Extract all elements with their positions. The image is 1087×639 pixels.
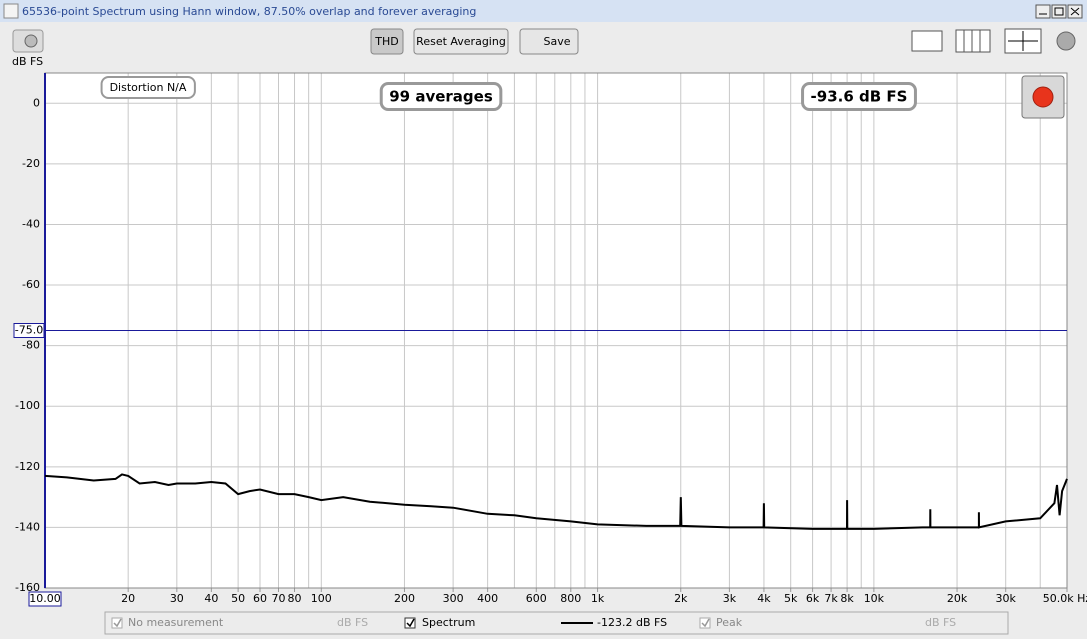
legend: No measurement dB FS Spectrum -123.2 dB FS P… [111,616,956,629]
cursor-y-label: -75.0 [15,324,43,337]
toolbar-button-label: THD [374,35,398,48]
toolbar-button[interactable] [519,28,579,55]
plot: 0 -20 -40 -60 -80 -100 -120 -140 -160 20 30 40 50 60 7… [13,72,1087,607]
window-title: 65536-point Spectrum using Hann window, … [22,5,476,18]
x-tick-label: 4k [757,592,771,605]
settings-icon[interactable] [1056,31,1076,51]
icon-fit[interactable] [911,30,943,52]
x-tick-label: 50.0k Hz [1043,592,1087,605]
y-tick-label: -160 [15,581,40,594]
annotation-box [379,82,503,111]
spectrum-line [44,473,1068,530]
toolbar-button-label: Reset Averaging [416,35,506,48]
x-tick-label: 400 [477,592,498,605]
legend-item: No measurement [128,616,224,629]
y-tick-label: -140 [15,520,40,533]
toolbar: THD Reset Averaging Save [370,28,579,55]
window-controls[interactable] [1035,4,1083,19]
x-tick-label: 800 [560,592,581,605]
y-tick-label: -120 [15,460,40,473]
x-tick-label: 20 [121,592,135,605]
x-tick-label: 80 [288,592,302,605]
y-axis-label: dB FS [12,55,43,68]
checkbox[interactable] [699,617,711,629]
toolbar-button[interactable] [413,28,509,55]
camera-lens [24,34,38,48]
toolbar-button-label: Save [543,35,570,48]
x-tick-label: 50 [231,592,245,605]
x-tick-label: 5k [784,592,798,605]
x-tick-label: 7k [824,592,838,605]
annotation: -93.6 dB FS [811,88,908,106]
x-tick-label: 60 [253,592,267,605]
y-tick-label: -40 [22,217,40,230]
title-bar [0,0,1087,22]
maximize[interactable] [1051,4,1067,19]
legend-item: Peak [716,616,743,629]
checkmark [113,618,122,628]
legend-reading: -123.2 dB FS [597,616,667,629]
record-led [1032,86,1054,108]
icon-grid[interactable] [955,29,991,53]
legend-item: Spectrum [422,616,475,629]
x-tick-label: 8k [840,592,854,605]
x-tick-label: 1k [591,592,605,605]
x-tick-label: 100 [311,592,332,605]
checkbox[interactable] [404,617,416,629]
x-tick-label: 30k [996,592,1017,605]
cursor-x-label: 10.00 [29,592,61,605]
checkbox[interactable] [111,617,123,629]
legend-unit: dB FS [925,616,956,629]
minimize[interactable] [1035,4,1051,19]
x-tick-label: 2k [674,592,688,605]
y-tick-label: 0 [33,96,40,109]
x-tick-label: 3k [723,592,737,605]
x-tick-label: 6k [806,592,820,605]
x-tick-label: 10k [864,592,885,605]
app-icon [3,3,19,19]
y-tick-label: -60 [22,278,40,291]
annotation-box [100,76,196,99]
x-tick-label: 20k [947,592,968,605]
annotation: 99 averages [389,88,493,106]
checkmark [701,618,710,628]
cursor-x-box [28,591,62,607]
annotation-box [801,82,917,111]
y-tick-label: -20 [22,157,40,170]
x-tick-label: 30 [170,592,184,605]
view-icons[interactable] [911,28,1076,54]
x-tick-label: 600 [526,592,547,605]
checkmark [406,618,415,628]
legend-bar [104,611,1009,635]
x-tick-label: 300 [443,592,464,605]
x-tick-label: 70 [271,592,285,605]
legend-unit: dB FS [337,616,368,629]
y-tick-label: -80 [22,339,40,352]
x-tick-label: 40 [204,592,218,605]
x-tick-label: 200 [394,592,415,605]
annotation: Distortion N/A [110,81,187,94]
toolbar-button[interactable] [370,28,404,55]
y-tick-label: -100 [15,399,40,412]
